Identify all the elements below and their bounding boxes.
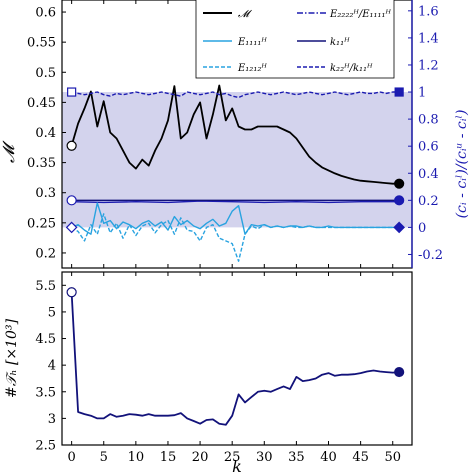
y-tick-label: 1.4 <box>418 31 439 46</box>
bottom-panel: 0 5 10 15 20 25 30 35 40 45 50 2.5 3 3.5 4 4.5 5 5.5 #𝒯ₕ… <box>4 271 413 474</box>
y-tick-label: 0.6 <box>418 140 439 155</box>
marker-circle <box>394 195 405 206</box>
y-tick-label: 0.8 <box>418 113 439 128</box>
y-axis-label-right: (cᵢ - cᵢˡ)/(cᵢᵘ - cᵢˡ) <box>454 110 470 219</box>
series-line-5 <box>71 91 400 99</box>
shaded-band <box>62 92 412 228</box>
marker-circle <box>394 366 405 378</box>
y-tick-label: 0.35 <box>27 156 56 171</box>
marker-square <box>394 87 404 97</box>
y-tick-label: 4.5 <box>35 332 56 347</box>
marker-diamond <box>393 221 406 234</box>
legend-label-k22: k₂₂ᴴ/k₁₁ᴴ <box>330 63 373 74</box>
y-axis-label-left: 𝓜 <box>0 140 18 163</box>
y-tick-label: 4 <box>48 359 56 374</box>
y-tick-label: 3.5 <box>35 385 56 400</box>
y-tick-label: 0.45 <box>27 96 56 111</box>
series-line-0 <box>70 292 400 426</box>
y-tick-label: 0.3 <box>35 186 56 201</box>
top-y-ticks-right: -0.2 0 0.2 0.4 0.6 0.8 1 1.2 1.4 1.6 <box>408 4 443 263</box>
top-panel: 0.2 0.25 0.3 0.35 0.4 0.45 0.5 0.55 0.6 -0.2 0 0.2… <box>0 0 470 269</box>
y-tick-label: 1.2 <box>418 58 439 73</box>
legend-label-m: 𝓜 <box>238 9 253 20</box>
y-tick-label: 2.5 <box>35 439 56 454</box>
y-tick-label: -0.2 <box>418 248 443 263</box>
bottom-x-ticks: 0 5 10 15 20 25 30 35 40 45 50 <box>67 272 401 465</box>
bottom-plot-frame <box>61 271 413 446</box>
y-tick-label: 0.2 <box>35 246 56 261</box>
y-tick-label: 5.5 <box>35 279 56 294</box>
y-tick-label: 3 <box>48 412 56 427</box>
x-tick-label: 20 <box>192 450 209 465</box>
bottom-y-ticks: 2.5 3 3.5 4 4.5 5 5.5 <box>35 279 66 454</box>
bottom-markers <box>66 287 405 378</box>
x-axis-label: k <box>232 457 242 474</box>
y-tick-label: 0.6 <box>35 6 56 21</box>
series-line-1 <box>71 200 400 204</box>
y-tick-label: 0.4 <box>35 126 56 141</box>
x-tick-label: 10 <box>128 450 145 465</box>
marker-diamond <box>65 221 78 234</box>
legend-label-e2222: E₂₂₂₂ᴴ/E₁₁₁₁ᴴ <box>329 9 392 20</box>
y-tick-label: 5 <box>48 305 56 320</box>
x-tick-label: 50 <box>384 450 401 465</box>
top-series-lines <box>70 84 400 262</box>
x-tick-label: 30 <box>256 450 273 465</box>
y-axis-label-bottom: #𝒯ₕ [×10³] <box>4 318 20 398</box>
legend-label-e1212: E₁₂₁₂ᴴ <box>237 63 267 74</box>
y-tick-label: 0 <box>418 221 426 236</box>
y-tick-label: 1.6 <box>418 4 439 19</box>
y-tick-label: 0.5 <box>35 66 56 81</box>
x-tick-label: 35 <box>288 450 305 465</box>
marker-square <box>67 87 77 97</box>
x-tick-label: 5 <box>100 450 108 465</box>
x-tick-label: 25 <box>224 450 241 465</box>
y-tick-label: 0.25 <box>27 216 56 231</box>
y-tick-label: 0.4 <box>418 167 439 182</box>
marker-circle <box>66 140 77 151</box>
marker-circle <box>394 178 405 189</box>
top-markers <box>65 87 406 234</box>
x-tick-label: 40 <box>320 450 337 465</box>
legend: 𝓜 E₂₂₂₂ᴴ/E₁₁₁₁ᴴ E₁₁₁₁ᴴ k₁₁ᴴ E₁₂₁₂ᴴ k₂₂ᴴ/… <box>195 0 395 79</box>
x-tick-label: 45 <box>352 450 369 465</box>
marker-circle <box>66 195 77 206</box>
series-line-2 <box>71 202 400 235</box>
x-tick-label: 15 <box>160 450 177 465</box>
bottom-series-lines <box>70 292 400 426</box>
y-tick-label: 0.55 <box>27 36 56 51</box>
y-tick-label: 1 <box>418 86 426 101</box>
legend-label-k11: k₁₁ᴴ <box>330 37 350 48</box>
marker-circle <box>66 287 77 298</box>
top-y-ticks: 0.2 0.25 0.3 0.35 0.4 0.45 0.5 0.55 0.6 <box>27 6 66 261</box>
series-line-0 <box>70 84 400 185</box>
legend-label-e1111: E₁₁₁₁ᴴ <box>237 37 267 48</box>
x-tick-label: 0 <box>67 450 75 465</box>
y-tick-label: 0.2 <box>418 194 439 209</box>
